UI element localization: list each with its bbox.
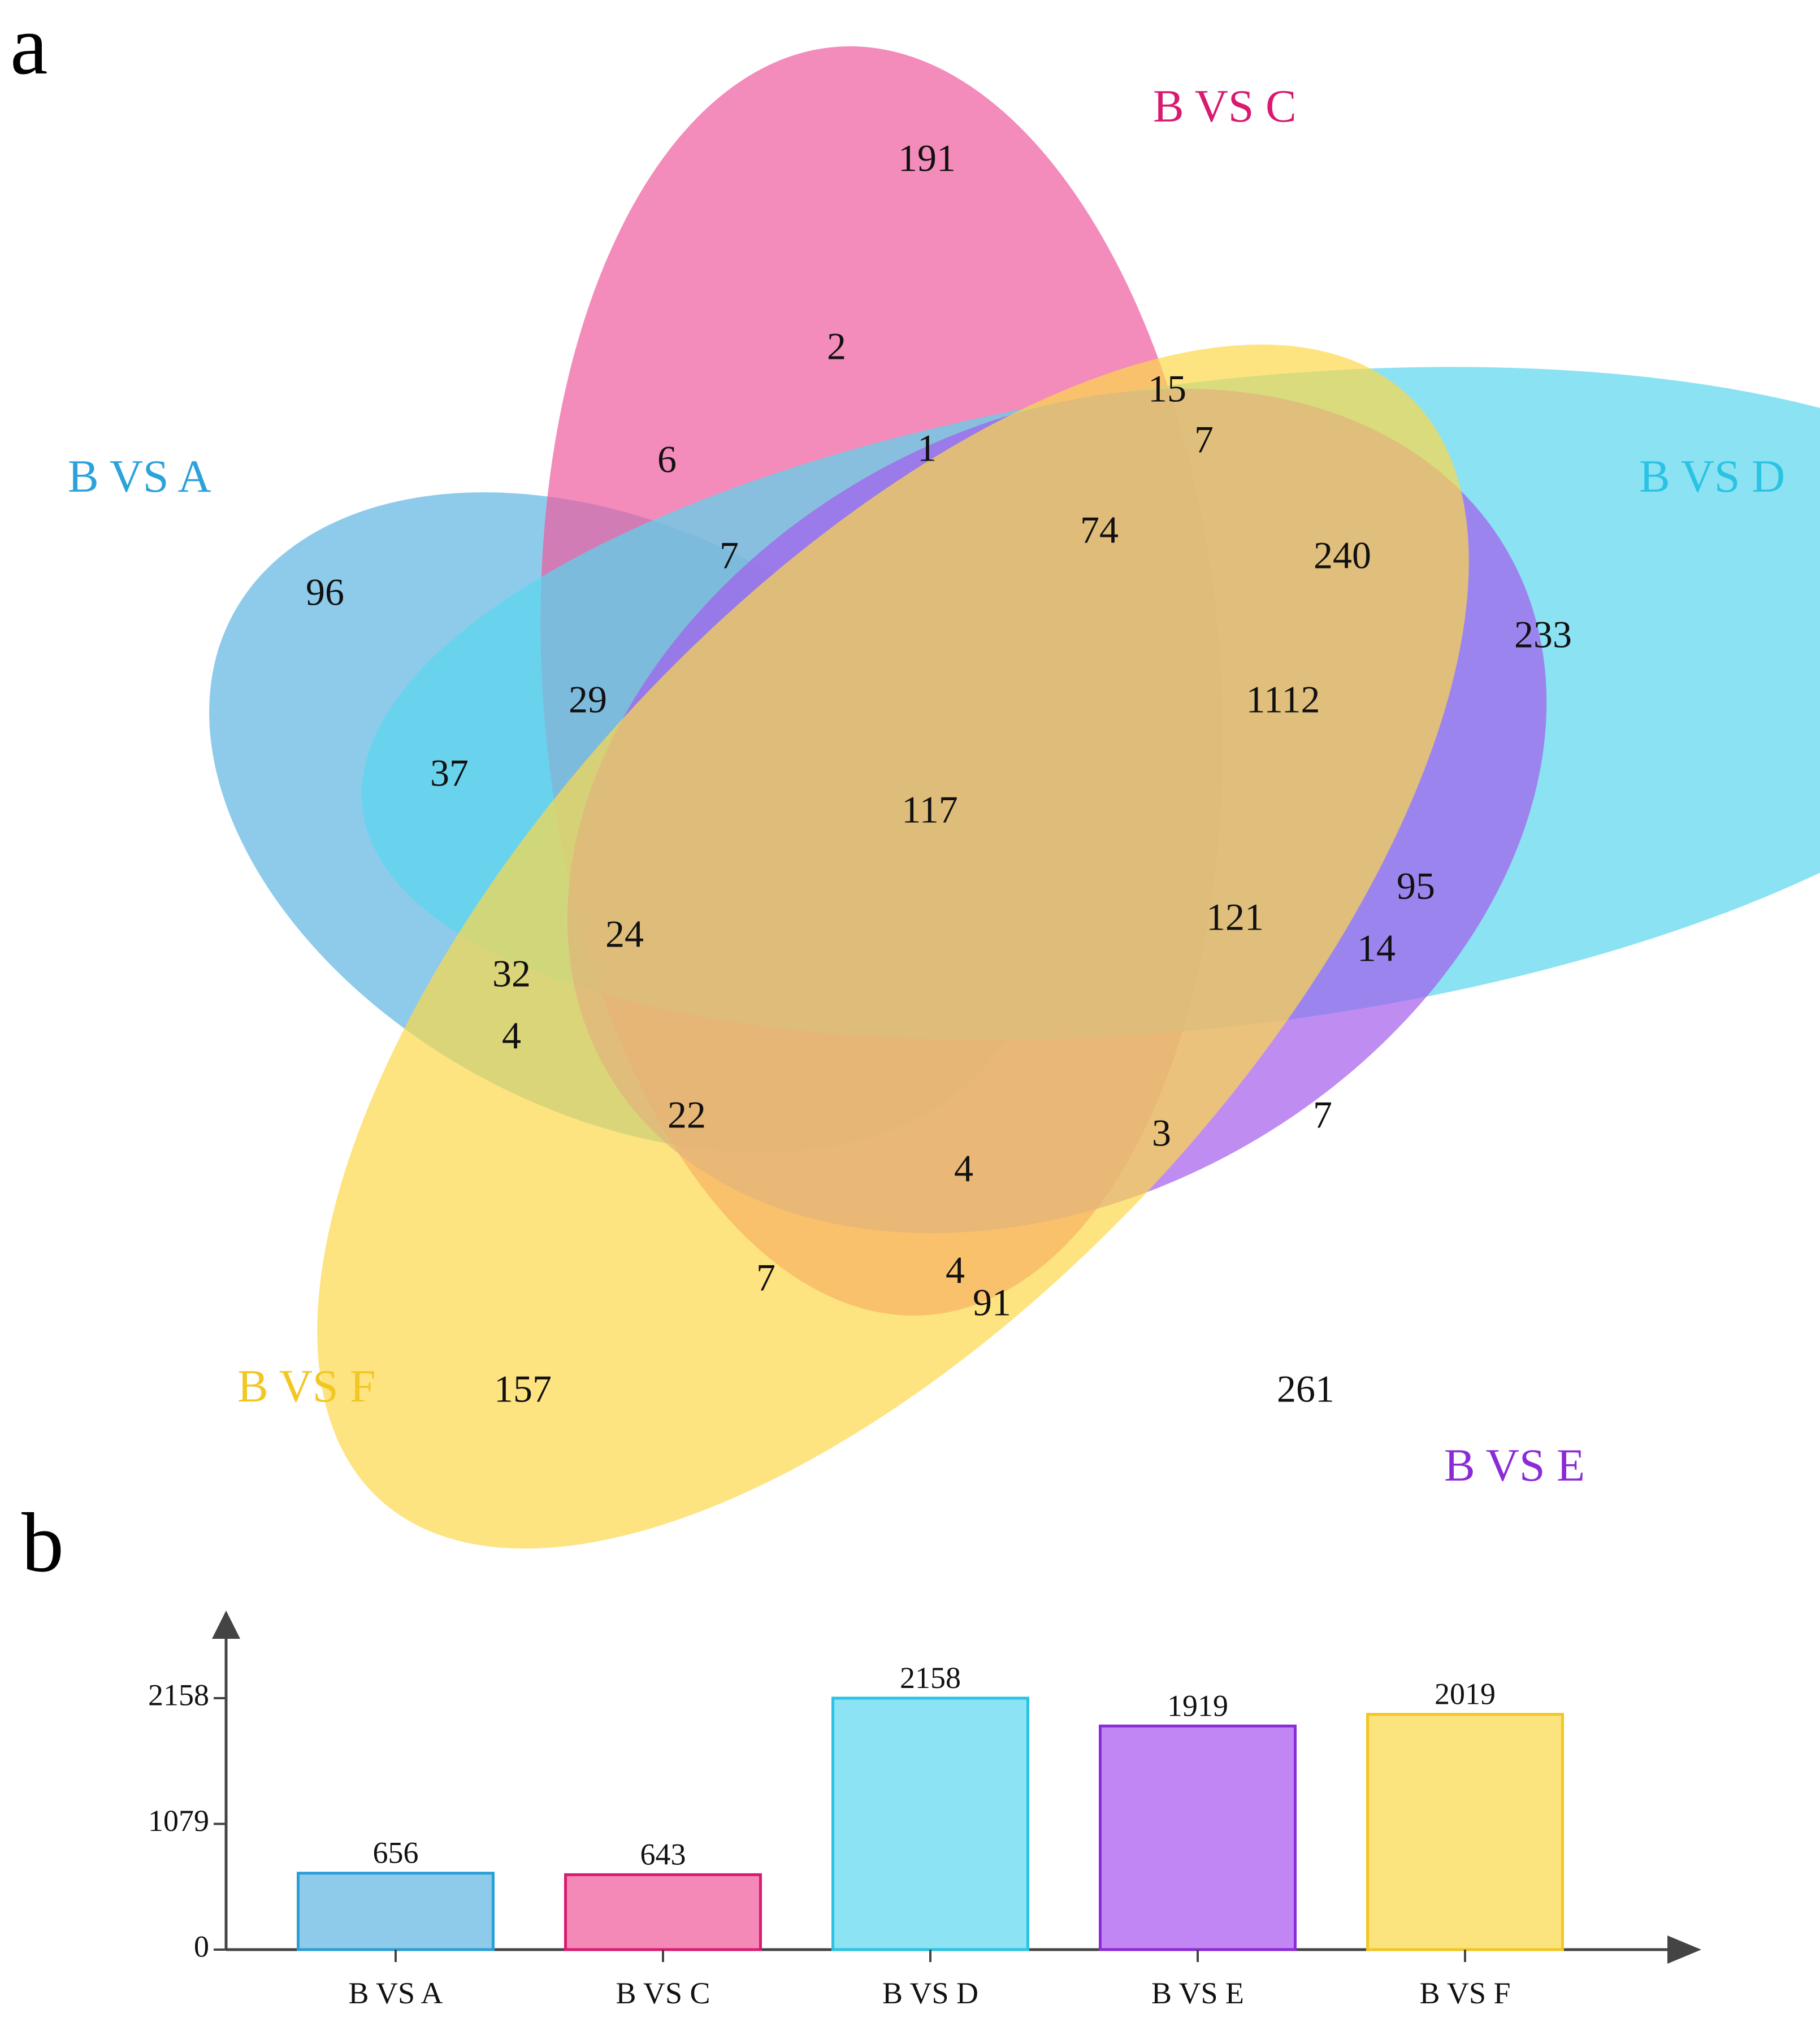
bar-value-label: 1919 bbox=[1167, 1689, 1228, 1722]
venn-region-count: 2 bbox=[827, 325, 846, 368]
venn-diagram: B VS AB VS CB VS DB VS EB VS F1919623326… bbox=[68, 46, 1820, 1549]
venn-label-b-vs-c: B VS C bbox=[1153, 80, 1297, 132]
panel-label-a: a bbox=[10, 0, 48, 92]
venn-region-count: 1112 bbox=[1246, 678, 1320, 721]
bar bbox=[297, 1872, 495, 1951]
x-tick-label: B VS F bbox=[1419, 1976, 1510, 2010]
bar bbox=[831, 1696, 1029, 1951]
venn-region-count: 261 bbox=[1277, 1368, 1334, 1411]
venn-set-b-vs-f bbox=[317, 344, 1469, 1549]
y-tick-label: 2158 bbox=[148, 1678, 209, 1712]
bar bbox=[564, 1873, 762, 1951]
bar-value-label: 643 bbox=[640, 1837, 686, 1871]
venn-region-count: 95 bbox=[1397, 865, 1435, 908]
venn-region-count: 4 bbox=[502, 1014, 521, 1057]
venn-region-count: 91 bbox=[973, 1281, 1011, 1324]
y-axis-arrow bbox=[212, 1611, 240, 1639]
x-tick-label: B VS D bbox=[882, 1976, 978, 2010]
venn-region-count: 7 bbox=[1313, 1093, 1332, 1136]
y-tick-label: 0 bbox=[194, 1929, 209, 1963]
venn-region-count: 7 bbox=[756, 1256, 775, 1299]
venn-region-count: 32 bbox=[492, 952, 531, 995]
venn-region-count: 7 bbox=[1194, 418, 1214, 461]
y-tick-label: 1079 bbox=[148, 1804, 209, 1838]
venn-region-count: 22 bbox=[668, 1093, 706, 1136]
bar bbox=[1366, 1713, 1564, 1951]
x-tick-label: B VS E bbox=[1151, 1976, 1244, 2010]
venn-region-count: 7 bbox=[720, 534, 739, 577]
venn-region-count: 6 bbox=[657, 438, 677, 481]
venn-region-count: 191 bbox=[898, 137, 956, 180]
bar-value-label: 2158 bbox=[900, 1661, 961, 1695]
venn-label-b-vs-e: B VS E bbox=[1444, 1439, 1585, 1491]
bar-chart: 0 1079 2158 656 B VS A 643 B VS C 2158 B VS D 191… bbox=[148, 1611, 1701, 2010]
x-axis-arrow bbox=[1667, 1935, 1701, 1964]
venn-region-count: 240 bbox=[1314, 534, 1371, 577]
venn-region-count: 74 bbox=[1080, 509, 1119, 552]
venn-region-count: 117 bbox=[902, 788, 957, 831]
bar-value-label: 2019 bbox=[1435, 1677, 1496, 1711]
x-tick-label: B VS C bbox=[616, 1976, 710, 2010]
bar bbox=[1099, 1724, 1297, 1951]
venn-label-b-vs-a: B VS A bbox=[68, 450, 211, 502]
venn-region-count: 24 bbox=[605, 913, 644, 956]
venn-region-count: 15 bbox=[1148, 367, 1186, 410]
venn-region-count: 3 bbox=[1152, 1112, 1171, 1155]
venn-region-count: 121 bbox=[1206, 896, 1264, 939]
venn-region-count: 14 bbox=[1357, 927, 1396, 970]
venn-region-count: 233 bbox=[1514, 613, 1572, 656]
venn-region-count: 1 bbox=[917, 427, 937, 470]
venn-region-count: 96 bbox=[306, 571, 344, 614]
bar-value-label: 656 bbox=[373, 1836, 419, 1870]
venn-region-count: 157 bbox=[494, 1368, 552, 1411]
panel-label-b: b bbox=[21, 1496, 64, 1590]
x-tick-label: B VS A bbox=[348, 1976, 443, 2010]
venn-region-count: 29 bbox=[569, 678, 607, 721]
venn-region-count: 37 bbox=[430, 752, 469, 795]
venn-label-b-vs-f: B VS F bbox=[237, 1360, 376, 1412]
venn-label-b-vs-d: B VS D bbox=[1639, 450, 1785, 502]
venn-region-count: 4 bbox=[946, 1249, 965, 1292]
venn-region-count: 4 bbox=[954, 1147, 973, 1190]
